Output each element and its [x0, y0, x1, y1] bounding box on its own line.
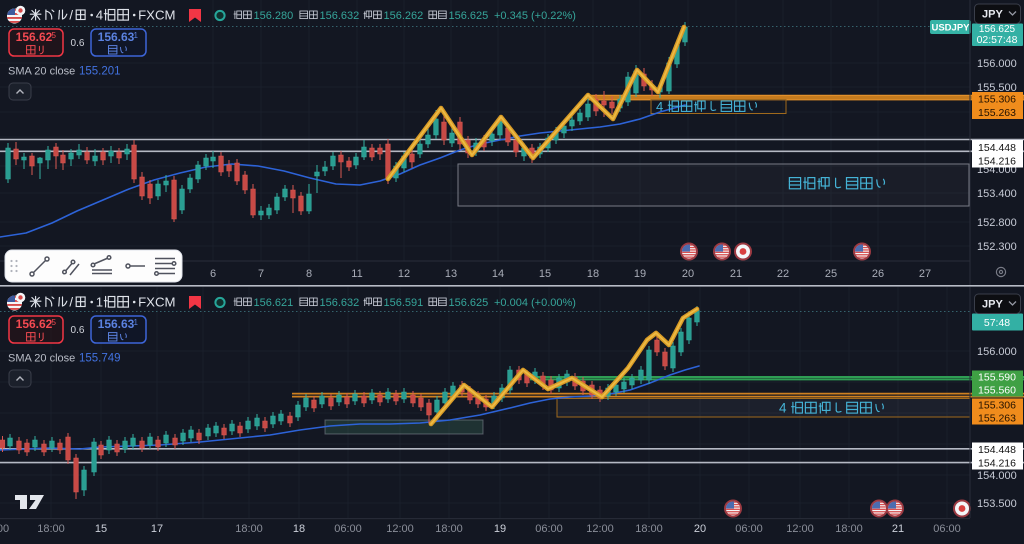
svg-text:19: 19	[494, 523, 506, 535]
svg-text:14: 14	[492, 268, 504, 280]
svg-text:155.306: 155.306	[978, 400, 1016, 412]
svg-text:SMA 20 close: SMA 20 close	[8, 353, 75, 365]
svg-text:1: 1	[96, 295, 103, 310]
svg-text:/: /	[69, 295, 73, 310]
svg-text:155.500: 155.500	[977, 82, 1017, 94]
svg-text:0.6: 0.6	[71, 38, 85, 49]
svg-text:155.590: 155.590	[978, 372, 1016, 384]
svg-text:+0.004 (+0.00%): +0.004 (+0.00%)	[494, 297, 576, 309]
svg-text:4: 4	[96, 8, 103, 23]
svg-text:57:48: 57:48	[984, 317, 1010, 329]
svg-text:155.263: 155.263	[978, 107, 1016, 119]
svg-text:18:00: 18:00	[235, 523, 263, 535]
svg-text:156.625: 156.625	[979, 24, 1016, 35]
svg-text:155.263: 155.263	[978, 413, 1016, 425]
svg-text:25: 25	[825, 268, 837, 280]
svg-text:06:00: 06:00	[735, 523, 763, 535]
svg-text:156.000: 156.000	[977, 58, 1017, 70]
svg-text:12:00: 12:00	[386, 523, 414, 535]
svg-text:06:00: 06:00	[334, 523, 362, 535]
svg-text:156.62: 156.62	[16, 317, 53, 331]
svg-text:USDJPY: USDJPY	[931, 23, 970, 34]
svg-text:FXCM: FXCM	[138, 295, 175, 310]
svg-text:06:00: 06:00	[933, 523, 961, 535]
svg-text:155.201: 155.201	[79, 66, 121, 78]
svg-text:5: 5	[52, 31, 57, 40]
svg-text:4: 4	[779, 401, 787, 416]
svg-text:7: 7	[258, 268, 264, 280]
svg-text:156.591: 156.591	[384, 297, 424, 309]
svg-text:18:00: 18:00	[635, 523, 663, 535]
svg-text:19: 19	[634, 268, 646, 280]
svg-text:JPY: JPY	[982, 299, 1003, 311]
svg-text:153.500: 153.500	[977, 498, 1017, 510]
svg-text:SMA 20 close: SMA 20 close	[8, 66, 75, 78]
svg-text:21: 21	[730, 268, 742, 280]
svg-text:18: 18	[587, 268, 599, 280]
svg-text:18:00: 18:00	[835, 523, 863, 535]
svg-text:02:57:48: 02:57:48	[977, 34, 1018, 46]
svg-text:156.000: 156.000	[977, 346, 1017, 358]
svg-text:156.625: 156.625	[449, 297, 489, 309]
svg-text:156.625: 156.625	[449, 10, 489, 22]
svg-text:156.63: 156.63	[98, 317, 135, 331]
svg-text:154.216: 154.216	[978, 458, 1016, 470]
svg-text:152.300: 152.300	[977, 241, 1017, 253]
svg-text:152.800: 152.800	[977, 217, 1017, 229]
svg-text:155.560: 155.560	[978, 385, 1016, 397]
svg-text:0.6: 0.6	[71, 325, 85, 336]
svg-text:154.000: 154.000	[977, 470, 1017, 482]
svg-text:6: 6	[210, 268, 216, 280]
svg-text:15: 15	[539, 268, 551, 280]
svg-text:26: 26	[872, 268, 884, 280]
svg-text:155.306: 155.306	[978, 94, 1016, 106]
svg-text:12:00: 12:00	[786, 523, 814, 535]
svg-text:06:00: 06:00	[535, 523, 563, 535]
svg-text:156.621: 156.621	[254, 297, 294, 309]
svg-text:11: 11	[351, 268, 362, 280]
svg-text:20: 20	[682, 268, 694, 280]
svg-text:17: 17	[151, 523, 163, 535]
svg-text:20: 20	[694, 523, 706, 535]
svg-text:27: 27	[919, 268, 931, 280]
svg-text:/: /	[69, 8, 73, 23]
svg-text:155.749: 155.749	[79, 353, 121, 365]
svg-text:154.448: 154.448	[978, 142, 1016, 154]
svg-text:154.216: 154.216	[978, 155, 1016, 167]
svg-text:00: 00	[0, 523, 9, 535]
svg-text:12: 12	[398, 268, 410, 280]
svg-text:22: 22	[777, 268, 789, 280]
svg-text:156.632: 156.632	[320, 297, 360, 309]
svg-text:156.63: 156.63	[98, 30, 135, 44]
svg-text:18:00: 18:00	[37, 523, 65, 535]
svg-text:8: 8	[306, 268, 312, 280]
svg-text:18: 18	[293, 523, 305, 535]
svg-text:5: 5	[52, 318, 57, 327]
svg-text:156.62: 156.62	[16, 30, 53, 44]
svg-text:4: 4	[656, 99, 663, 114]
svg-text:13: 13	[445, 268, 457, 280]
svg-text:1: 1	[134, 318, 139, 327]
svg-text:156.280: 156.280	[254, 10, 294, 22]
svg-text:JPY: JPY	[982, 9, 1003, 21]
svg-text:12:00: 12:00	[586, 523, 614, 535]
svg-text:21: 21	[892, 523, 904, 535]
svg-text:FXCM: FXCM	[138, 8, 175, 23]
svg-text:156.262: 156.262	[384, 10, 424, 22]
svg-text:18:00: 18:00	[435, 523, 463, 535]
svg-text:153.400: 153.400	[977, 188, 1017, 200]
svg-text:+0.345 (+0.22%): +0.345 (+0.22%)	[494, 10, 576, 22]
svg-text:15: 15	[95, 523, 107, 535]
svg-text:156.632: 156.632	[320, 10, 360, 22]
svg-text:154.448: 154.448	[978, 444, 1016, 456]
svg-text:1: 1	[134, 31, 139, 40]
